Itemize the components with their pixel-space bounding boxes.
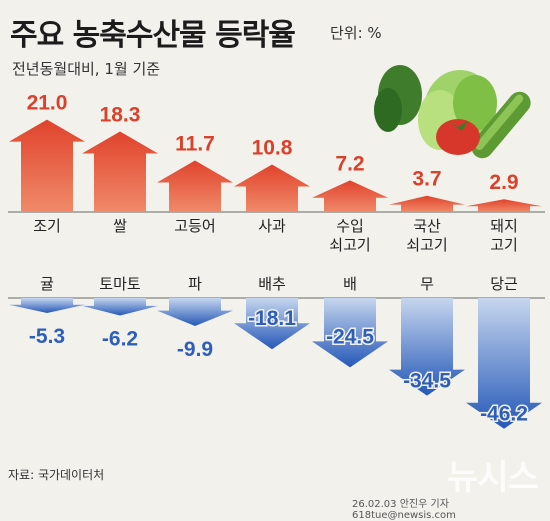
down-value-label: -24.5 [326,325,374,348]
down-category-label: 토마토 [99,276,141,293]
down-arrow-bar [389,298,465,396]
up-value-label: 7.2 [335,152,364,175]
down-category-label: 파 [188,276,202,293]
vegetables-illustration [374,65,531,159]
down-arrow-bar [466,298,542,429]
category-line: 사과 [258,218,286,235]
category-line: 돼지 [490,218,518,235]
category-line: 고등어 [174,218,215,235]
down-category-label: 당근 [490,276,518,293]
category-line: 조기 [33,218,61,235]
down-value-label: -18.1 [248,307,296,330]
category-line: 국산 [413,218,441,235]
up-category-label: 쌀 [113,218,127,235]
down-category-label: 배 [343,276,357,293]
down-arrow-bar [82,298,158,316]
up-category-label: 조기 [33,218,61,235]
down-arrow-bar [234,298,310,350]
up-arrow-bar [157,160,233,212]
source-note: 자료: 국가데이터처 [8,468,105,482]
unit-label: 단위: % [330,24,382,42]
up-value-label: 11.7 [175,133,215,156]
category-line: 수입 [336,218,364,235]
up-arrow-bar [312,180,388,212]
up-category-label: 사과 [258,218,286,235]
down-value-label: -6.2 [102,328,138,351]
down-category-label: 배추 [258,276,286,293]
down-arrow-bar [157,298,233,327]
down-category-label: 귤 [40,276,54,293]
down-value-label: -5.3 [29,325,65,348]
up-category-label: 고등어 [174,218,215,235]
up-arrow-bar [82,131,158,212]
up-value-label: 21.0 [27,92,68,115]
up-arrow-bar [389,195,465,212]
down-category-label: 무 [420,276,434,293]
up-value-label: 2.9 [489,171,518,194]
up-value-label: 3.7 [412,168,441,191]
down-value-label: -46.2 [480,403,528,426]
category-line: 쇠고기 [329,237,370,254]
category-line: 쌀 [113,218,127,235]
category-line: 쇠고기 [406,237,447,254]
chart-title: 주요 농축수산물 등락율 [10,18,296,53]
up-value-label: 10.8 [252,136,293,159]
category-line: 고기 [490,237,518,254]
chart-subtitle: 전년동월대비, 1월 기준 [12,60,161,78]
down-value-label: -34.5 [403,370,451,393]
down-arrow-bar [312,298,388,368]
up-value-label: 18.3 [100,103,141,126]
down-value-label: -9.9 [177,338,213,361]
up-arrow-bar [9,119,85,212]
watermark-logo: 뉴시스 [447,458,539,498]
credit-line: 26.02.03 안진우 기자 618tue@newsis.com [352,499,456,521]
up-arrow-bar [234,164,310,212]
down-arrow-bar [9,298,85,313]
up-arrow-bar [466,199,542,212]
